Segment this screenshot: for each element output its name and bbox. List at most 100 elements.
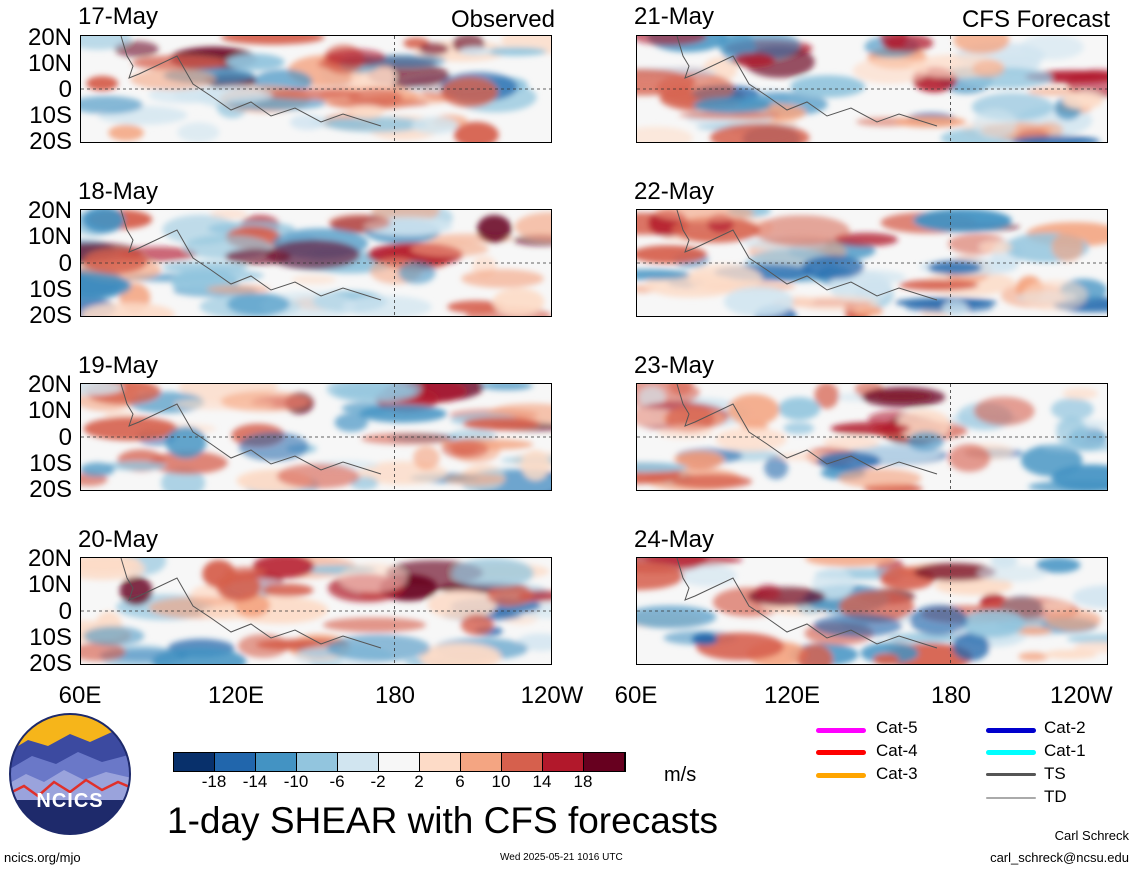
lat-tick: 20S [29, 128, 72, 155]
lat-tick: 10S [29, 450, 72, 477]
lon-tick: 60E [614, 682, 658, 709]
lat-tick: 10N [27, 397, 72, 424]
website-link[interactable]: ncics.org/mjo [4, 850, 81, 865]
cfs-forecast-label: CFS Forecast [961, 6, 1110, 33]
colorbar-swatch [461, 753, 502, 771]
shear-field [81, 384, 551, 490]
ncics-logo-graphic [9, 713, 131, 835]
panel-date: 18-May [78, 178, 159, 205]
colorbar-swatches [173, 752, 626, 772]
lon-tick: 120E [763, 682, 821, 709]
legend-label: Cat-4 [876, 741, 918, 760]
colorbar-tick: 18 [573, 772, 593, 791]
legend-swatch-cat2 [986, 728, 1036, 733]
colorbar-tick: 6 [455, 772, 465, 791]
panel-date: 20-May [78, 526, 159, 553]
shear-field [81, 558, 551, 664]
panel-date: 22-May [634, 178, 715, 205]
panel-date: 24-May [634, 526, 715, 553]
legend-swatch-cat1 [986, 750, 1036, 755]
shear-field [637, 210, 1107, 316]
shear-map-panel [636, 209, 1108, 317]
colorbar-tick: 2 [414, 772, 424, 791]
colorbar-tick: -6 [329, 772, 345, 791]
colorbar-swatch [502, 753, 543, 771]
colorbar-tick: -18 [201, 772, 227, 791]
lat-tick: 10N [27, 223, 72, 250]
colorbar-tick: 14 [532, 772, 552, 791]
panel-date: 17-May [78, 3, 159, 30]
lat-tick: 0 [58, 250, 72, 277]
author-name: Carl Schreck [1054, 828, 1129, 843]
observed-label: Observed [450, 6, 555, 33]
lon-tick: 120W [520, 682, 584, 709]
shear-map-panel [80, 383, 552, 491]
lon-tick: 180 [374, 682, 416, 709]
colorbar-swatch [297, 753, 338, 771]
lon-tick: 120W [1050, 684, 1113, 708]
lat-tick: 20S [29, 650, 72, 677]
colorbar-swatch [584, 753, 625, 771]
lat-tick: 10S [29, 276, 72, 303]
legend-label: TS [1044, 764, 1066, 783]
author-email[interactable]: carl_schreck@ncsu.edu [990, 850, 1129, 865]
ncics-logo: NCICS [8, 712, 132, 836]
shear-field [81, 36, 551, 142]
lat-tick: 0 [58, 76, 72, 103]
lat-tick: 10N [27, 50, 72, 77]
legend-label: Cat-2 [1044, 718, 1086, 737]
lat-tick: 20S [29, 302, 72, 329]
legend-swatch-cat4 [816, 750, 866, 755]
shear-map-panel [80, 35, 552, 143]
shear-field [81, 210, 551, 316]
legend-swatch-ts [986, 773, 1036, 776]
shear-map-panel [636, 35, 1108, 143]
legend-label: Cat-3 [876, 764, 918, 783]
lat-tick: 20N [27, 371, 72, 398]
colorbar-swatch [420, 753, 461, 771]
shear-field [637, 36, 1107, 142]
colorbar-swatch [379, 753, 420, 771]
lon-tick: 60E [58, 682, 102, 709]
shear-map-panel [636, 383, 1108, 491]
lat-tick: 0 [58, 424, 72, 451]
colorbar [173, 752, 626, 772]
colorbar-swatch [174, 753, 215, 771]
legend-swatch-cat3 [816, 773, 866, 778]
ncics-logo-text: NCICS [36, 790, 104, 812]
shear-field [637, 384, 1107, 490]
lat-tick: 20N [27, 545, 72, 572]
colorbar-tick: -10 [283, 772, 309, 791]
colorbar-tick: 10 [491, 772, 511, 791]
panel-date: 23-May [634, 352, 715, 379]
panel-date: 19-May [78, 352, 159, 379]
colorbar-swatch [338, 753, 379, 771]
legend-swatch-cat5 [816, 728, 866, 733]
shear-field [637, 558, 1107, 664]
colorbar-swatch [543, 753, 584, 771]
lat-tick: 20N [27, 24, 72, 51]
shear-map-panel [80, 557, 552, 665]
colorbar-tick: -2 [370, 772, 386, 791]
colorbar-swatch [256, 753, 297, 771]
panel-date: 21-May [634, 3, 715, 30]
lat-tick: 20S [29, 476, 72, 503]
lat-tick: 20N [27, 197, 72, 224]
lon-tick: 180 [930, 682, 972, 709]
timestamp: Wed 2025-05-21 1016 UTC [500, 852, 623, 863]
lat-tick: 10S [29, 102, 72, 129]
colorbar-swatch [215, 753, 256, 771]
lat-tick: 0 [58, 598, 72, 625]
legend-label: Cat-5 [876, 718, 918, 737]
colorbar-units: m/s [664, 764, 697, 786]
legend-label: TD [1044, 787, 1067, 806]
colorbar-tick: -14 [242, 772, 268, 791]
legend-swatch-td [986, 797, 1036, 799]
lon-tick: 120E [207, 682, 265, 709]
lat-tick: 10N [27, 571, 72, 598]
figure-title: 1-day SHEAR with CFS forecasts [167, 800, 719, 841]
shear-map-panel [80, 209, 552, 317]
legend-label: Cat-1 [1044, 741, 1086, 760]
lat-tick: 10S [29, 624, 72, 651]
shear-map-panel [636, 557, 1108, 665]
